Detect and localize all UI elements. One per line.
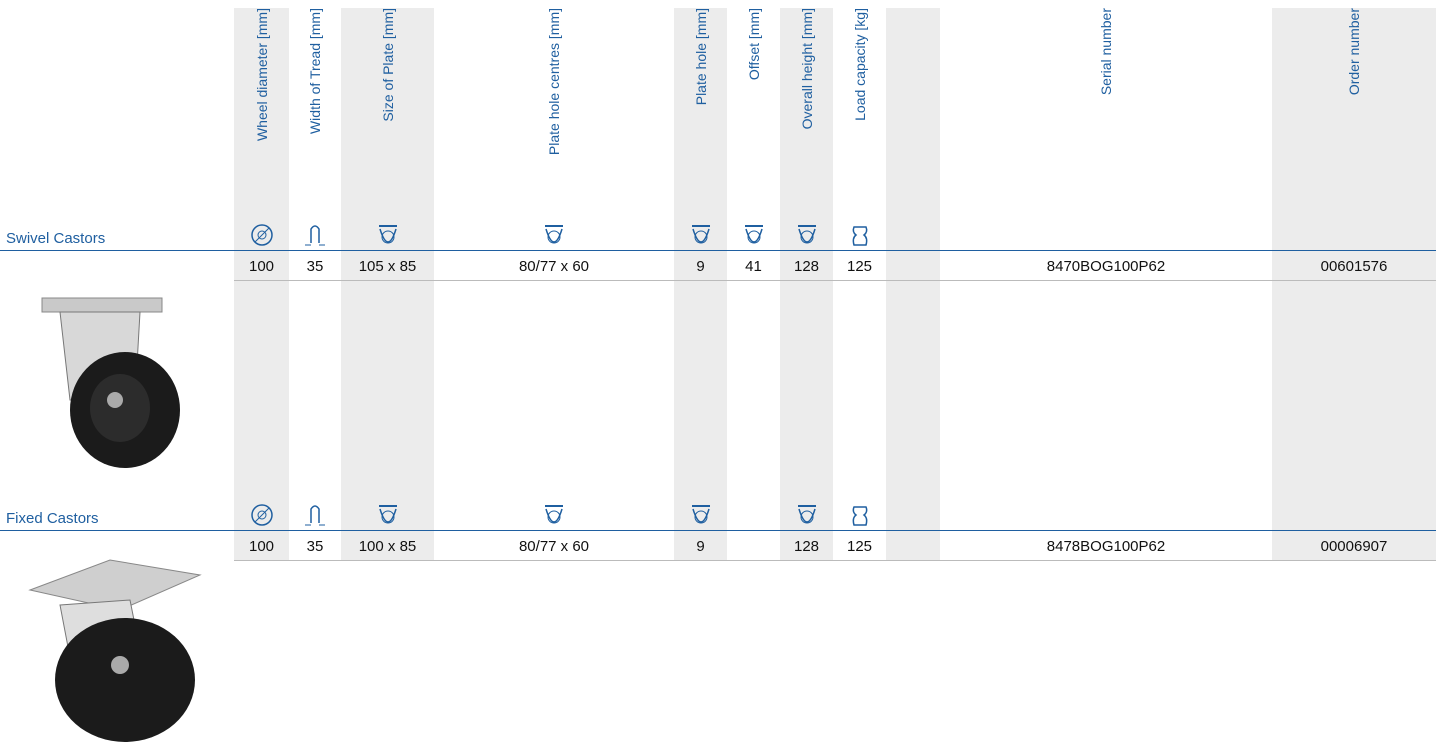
column-header: Load capacity [kg] (833, 8, 886, 200)
column-header-text: Plate hole [mm] (692, 8, 709, 106)
column-band (780, 8, 833, 561)
column-header-text: Overall height [mm] (798, 8, 815, 130)
column-header: Plate hole [mm] (674, 8, 727, 200)
table-cell: 8478BOG100P62 (1046, 538, 1166, 555)
column-header-text: Size of Plate [mm] (379, 8, 396, 122)
table-cell: 35 (306, 538, 324, 555)
column-icon (305, 225, 325, 246)
table-cell: 100 x 85 (358, 538, 417, 555)
table-cell: 80/77 x 60 (518, 258, 590, 275)
column-header: Width of Tread [mm] (289, 8, 341, 200)
table-cell: 125 (846, 258, 873, 275)
column-icon (852, 506, 867, 526)
fixed-castor-image (28, 559, 202, 742)
section-rule (0, 250, 1436, 251)
column-header-text: Plate hole centres [mm] (546, 8, 562, 156)
table-cell: 125 (846, 538, 873, 555)
column-header-text: Load capacity [kg] (851, 8, 868, 121)
column-icon (852, 226, 867, 246)
column-icon (797, 505, 816, 524)
column-band (886, 8, 940, 561)
column-band (341, 8, 434, 561)
column-icon (545, 505, 563, 524)
table-cell: 00006907 (1320, 538, 1388, 555)
swivel-castor-image (41, 297, 180, 468)
table-cell: 00601576 (1320, 258, 1388, 275)
column-header: Size of Plate [mm] (341, 8, 434, 200)
column-icon (250, 504, 273, 526)
column-icon (250, 224, 273, 246)
table-cell: 128 (793, 538, 820, 555)
castor-images (28, 297, 202, 742)
column-header-text: Serial number (1098, 8, 1114, 96)
section-title: Swivel Castors (6, 230, 106, 247)
column-icon (378, 505, 397, 524)
column-band (1272, 8, 1436, 561)
column-header-text: Wheel diameter [mm] (253, 8, 270, 142)
column-band (234, 8, 289, 561)
column-band (674, 8, 727, 561)
column-header: Offset [mm] (727, 8, 780, 200)
column-icon (545, 225, 563, 244)
row-rule (234, 560, 1436, 561)
column-header: Overall height [mm] (780, 8, 833, 200)
table-cell: 105 x 85 (358, 258, 417, 275)
column-icon (305, 505, 325, 526)
section-rule (0, 530, 1436, 531)
column-header-text: Order number (1346, 8, 1362, 96)
table-cell: 9 (696, 538, 705, 555)
table-cell: 35 (306, 258, 324, 275)
table-cell: 9 (696, 258, 705, 275)
column-header: Order number (1272, 8, 1436, 200)
table-cell: 41 (745, 258, 762, 275)
column-icon (691, 505, 710, 524)
column-header: Wheel diameter [mm] (234, 8, 289, 200)
table-cell: 100 (248, 538, 275, 555)
column-header-text: Offset [mm] (745, 8, 762, 81)
column-header-text: Width of Tread [mm] (307, 8, 323, 135)
table-cell: 8470BOG100P62 (1046, 258, 1166, 275)
table-cell: 128 (793, 258, 820, 275)
section-title: Fixed Castors (6, 510, 99, 527)
table-cell: 100 (248, 258, 275, 275)
column-header: Serial number (940, 8, 1272, 200)
column-icon (797, 225, 816, 244)
column-header: Plate hole centres [mm] (434, 8, 674, 200)
table-cell: 80/77 x 60 (518, 538, 590, 555)
column-icon (378, 225, 397, 244)
column-icon (691, 225, 710, 244)
column-icon (744, 225, 763, 244)
row-rule (234, 280, 1436, 281)
